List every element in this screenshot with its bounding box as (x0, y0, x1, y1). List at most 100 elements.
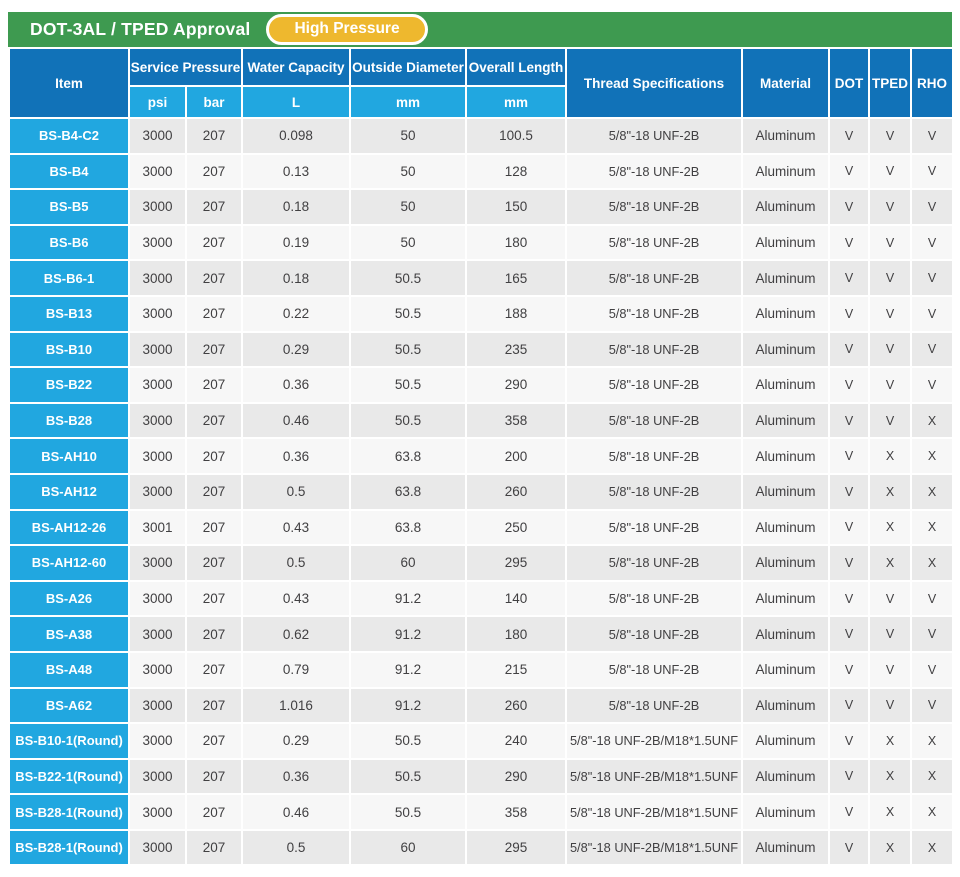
cell-thread: 5/8"-18 UNF-2B (565, 437, 743, 475)
cell-capacity: 0.5 (241, 828, 351, 867)
cell-item: BS-AH12-26 (8, 508, 130, 547)
cell-tped: X (868, 793, 912, 831)
cell-tped: V (868, 366, 912, 404)
cell-od: 63.8 (349, 437, 467, 475)
cell-capacity: 0.36 (241, 757, 351, 796)
cell-rho: V (910, 188, 954, 226)
table-row: BS-B28-1(Round) 3000 207 0.5 60 295 5/8"-18 UN… (8, 828, 954, 867)
cell-bar: 207 (185, 686, 243, 725)
cell-capacity: 0.5 (241, 544, 351, 582)
cell-rho: X (910, 544, 954, 582)
table-row: BS-AH10 3000 207 0.36 63.8 200 5/8"-18 UNF-2B A… (8, 437, 954, 475)
cell-psi: 3000 (128, 223, 187, 262)
cell-rho: X (910, 508, 954, 547)
cell-bar: 207 (185, 223, 243, 262)
table-row: BS-B4 3000 207 0.13 50 128 5/8"-18 UNF-2B Alumi… (8, 152, 954, 191)
cell-bar: 207 (185, 188, 243, 226)
cell-rho: V (910, 330, 954, 369)
cell-dot: V (828, 757, 870, 796)
cell-rho: V (910, 686, 954, 725)
cell-dot: V (828, 544, 870, 582)
cell-rho: V (910, 579, 954, 618)
cell-material: Aluminum (741, 579, 830, 618)
table-row: BS-AH12 3000 207 0.5 63.8 260 5/8"-18 UNF-2B Al… (8, 472, 954, 511)
cell-rho: V (910, 152, 954, 191)
cell-dot: V (828, 793, 870, 831)
cell-dot: V (828, 152, 870, 191)
cell-od: 60 (349, 828, 467, 867)
cell-psi: 3000 (128, 294, 187, 333)
cell-item: BS-B5 (8, 188, 130, 226)
cell-capacity: 0.79 (241, 650, 351, 689)
cell-rho: V (910, 117, 954, 155)
cell-material: Aluminum (741, 828, 830, 867)
cell-dot: V (828, 615, 870, 653)
cell-tped: X (868, 544, 912, 582)
cell-od: 91.2 (349, 579, 467, 618)
cell-ol: 100.5 (465, 117, 567, 155)
cell-tped: V (868, 259, 912, 297)
cell-bar: 207 (185, 650, 243, 689)
cell-item: BS-A48 (8, 650, 130, 689)
cell-bar: 207 (185, 437, 243, 475)
cell-material: Aluminum (741, 152, 830, 191)
cell-tped: X (868, 508, 912, 547)
cell-thread: 5/8"-18 UNF-2B/M18*1.5UNF (565, 828, 743, 867)
cell-ol: 200 (465, 437, 567, 475)
table-row: BS-B5 3000 207 0.18 50 150 5/8"-18 UNF-2B Alumi… (8, 188, 954, 226)
table-row: BS-AH12-60 3000 207 0.5 60 295 5/8"-18 UNF-2B A… (8, 544, 954, 582)
sub-header-psi: psi (128, 85, 187, 119)
cell-psi: 3000 (128, 437, 187, 475)
high-pressure-badge: High Pressure (266, 13, 428, 46)
cell-material: Aluminum (741, 223, 830, 262)
cell-capacity: 0.29 (241, 330, 351, 369)
cell-ol: 295 (465, 544, 567, 582)
table-row: BS-A48 3000 207 0.79 91.2 215 5/8"-18 UNF-2B Al… (8, 650, 954, 689)
cell-tped: X (868, 828, 912, 867)
cell-tped: X (868, 722, 912, 760)
cell-ol: 188 (465, 294, 567, 333)
cell-capacity: 0.18 (241, 259, 351, 297)
cell-od: 50 (349, 188, 467, 226)
cell-material: Aluminum (741, 793, 830, 831)
cell-od: 63.8 (349, 472, 467, 511)
cell-item: BS-B4 (8, 152, 130, 191)
cell-bar: 207 (185, 793, 243, 831)
cell-psi: 3000 (128, 401, 187, 440)
col-header-dot: DOT (828, 47, 870, 119)
cell-thread: 5/8"-18 UNF-2B/M18*1.5UNF (565, 757, 743, 796)
cell-od: 50.5 (349, 294, 467, 333)
cell-item: BS-B10-1(Round) (8, 722, 130, 760)
cell-bar: 207 (185, 508, 243, 547)
col-header-service-pressure: Service Pressure (128, 47, 243, 87)
cell-dot: V (828, 472, 870, 511)
cell-dot: V (828, 686, 870, 725)
cell-ol: 235 (465, 330, 567, 369)
cell-bar: 207 (185, 615, 243, 653)
cell-bar: 207 (185, 330, 243, 369)
cell-rho: X (910, 472, 954, 511)
table-row: BS-A62 3000 207 1.016 91.2 260 5/8"-18 UNF-2B A… (8, 686, 954, 725)
cell-ol: 180 (465, 223, 567, 262)
cell-capacity: 0.19 (241, 223, 351, 262)
cell-psi: 3000 (128, 117, 187, 155)
cell-tped: X (868, 472, 912, 511)
cell-thread: 5/8"-18 UNF-2B (565, 152, 743, 191)
cell-ol: 290 (465, 366, 567, 404)
cell-tped: V (868, 579, 912, 618)
cell-ol: 260 (465, 472, 567, 511)
table-row: BS-AH12-26 3001 207 0.43 63.8 250 5/8"-18 UNF-… (8, 508, 954, 547)
cell-item: BS-B6-1 (8, 259, 130, 297)
table-body: BS-B4-C2 3000 207 0.098 50 100.5 5/8"-18 UNF-2… (8, 117, 954, 867)
cell-bar: 207 (185, 472, 243, 511)
cell-psi: 3000 (128, 722, 187, 760)
cell-dot: V (828, 508, 870, 547)
cell-psi: 3000 (128, 472, 187, 511)
cell-rho: X (910, 437, 954, 475)
table-row: BS-B6-1 3000 207 0.18 50.5 165 5/8"-18 UNF-2B A… (8, 259, 954, 297)
table-row: BS-B6 3000 207 0.19 50 180 5/8"-18 UNF-2B Alumi… (8, 223, 954, 262)
cell-thread: 5/8"-18 UNF-2B (565, 366, 743, 404)
col-header-outside-diameter: Outside Diameter (349, 47, 467, 87)
cell-ol: 128 (465, 152, 567, 191)
cell-item: BS-B13 (8, 294, 130, 333)
